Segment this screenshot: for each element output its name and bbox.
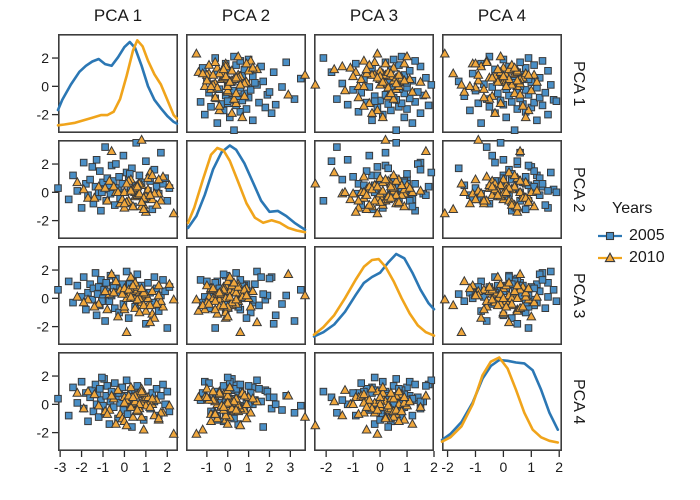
col-title-pca1: PCA 1 [93, 6, 143, 25]
svg-text:1: 1 [142, 459, 150, 475]
svg-text:2: 2 [41, 368, 49, 384]
legend-title: Years [612, 200, 653, 217]
row-label-pca3: PCA 3 [570, 272, 587, 319]
legend-item-label-2005: 2005 [629, 227, 665, 244]
x-axis-ticks: -2 -1 0 1 2 [320, 451, 438, 475]
scatter-panel-pca2-vs-pca4: -1 0 1 2 3 [186, 352, 311, 475]
density-curve-2005 [312, 252, 436, 338]
svg-text:2: 2 [430, 459, 438, 475]
points-2010 [72, 268, 179, 336]
density-panel-pca3 [312, 246, 436, 346]
points-2010 [310, 134, 432, 218]
points-2010 [310, 381, 432, 438]
svg-text:1: 1 [527, 459, 535, 475]
points-2010 [72, 134, 179, 218]
svg-text:-2: -2 [37, 319, 50, 335]
legend-key-square-icon [598, 231, 622, 241]
scatter-panel-pca1-vs-pca2: 2 0 -2 [37, 134, 179, 240]
svg-text:-1: -1 [97, 459, 110, 475]
points-2010 [191, 381, 311, 438]
svg-text:0: 0 [376, 459, 384, 475]
svg-text:2: 2 [41, 50, 49, 66]
svg-text:2: 2 [41, 156, 49, 172]
svg-text:2: 2 [266, 459, 274, 475]
svg-text:1: 1 [403, 459, 411, 475]
points-2010 [191, 268, 311, 336]
density-curve-2010 [440, 356, 560, 444]
svg-text:2: 2 [41, 262, 49, 278]
svg-text:-2: -2 [75, 459, 88, 475]
row-label-pca1: PCA 1 [570, 60, 587, 107]
points-2010 [310, 48, 432, 122]
scatter-panel-pca2-vs-pca3 [186, 246, 311, 346]
legend-key-triangle-icon [598, 252, 622, 263]
points-2010 [439, 268, 543, 336]
svg-text:-2: -2 [37, 425, 50, 441]
svg-text:0: 0 [499, 459, 507, 475]
svg-text:0: 0 [41, 290, 49, 306]
density-panel-pca2 [186, 140, 307, 240]
points-2010 [439, 134, 543, 218]
scatter-panel-pca2-vs-pca1 [186, 34, 311, 135]
scatter-panel-pca3-vs-pca1 [310, 34, 436, 135]
scatter-panel-pca3-vs-pca2 [310, 134, 436, 240]
points-2010 [72, 381, 179, 438]
legend-item-2010: 2010 [597, 247, 665, 269]
density-panel-pca4: -2 -1 0 1 2 [440, 352, 563, 475]
x-axis-ticks: -1 0 1 2 3 [201, 451, 294, 475]
row-label-pca4: PCA 4 [570, 378, 587, 425]
scatter-panel-pca1-vs-pca4: 20-2-3 -2 -1 0 1 2 [37, 352, 179, 475]
col-title-pca4: PCA 4 [477, 6, 527, 25]
svg-text:-1: -1 [201, 459, 214, 475]
density-curve-2010 [186, 146, 307, 234]
svg-text:-2: -2 [37, 107, 50, 123]
x-axis-ticks: -3 -2 -1 0 1 2 [54, 451, 171, 475]
scatter-panel-pca3-vs-pca4: -2 -1 0 1 2 [310, 352, 438, 475]
y-axis-ticks: 2 0 -2 [37, 262, 58, 335]
points-2010 [191, 48, 311, 122]
y-axis-ticks: 2 0 -2 [37, 50, 58, 123]
svg-text:-3: -3 [54, 459, 67, 475]
col-title-pca2: PCA 2 [221, 6, 271, 25]
svg-text:-1: -1 [469, 459, 482, 475]
density-curve-2010 [312, 257, 436, 337]
density-curve-2005 [56, 40, 179, 125]
svg-text:-2: -2 [37, 213, 50, 229]
svg-text:0: 0 [41, 78, 49, 94]
y-axis-ticks: 2 0 -2 [37, 368, 58, 441]
svg-text:2: 2 [555, 459, 563, 475]
y-axis-ticks: 2 0 -2 [37, 156, 58, 229]
x-axis-ticks: -2 -1 0 1 2 [441, 451, 563, 475]
svg-text:2: 2 [163, 459, 171, 475]
svg-text:0: 0 [41, 184, 49, 200]
legend-item-2005: 2005 [597, 225, 665, 247]
svg-text:-1: -1 [347, 459, 360, 475]
svg-text:1: 1 [245, 459, 253, 475]
density-curve-2010 [56, 39, 179, 127]
scatter-panel-pca4-vs-pca1 [439, 34, 563, 135]
scatter-panel-pca4-vs-pca3 [439, 246, 563, 346]
density-panel-pca1: 2 0 -2 [37, 34, 179, 134]
svg-text:-2: -2 [441, 459, 454, 475]
svg-text:3: 3 [286, 459, 294, 475]
density-curve-2005 [440, 358, 560, 442]
svg-text:0: 0 [224, 459, 232, 475]
scatter-panel-pca1-vs-pca3: 2 0 -2 [37, 246, 179, 346]
row-label-pca2: PCA 2 [570, 166, 587, 213]
col-title-pca3: PCA 3 [349, 6, 399, 25]
svg-text:0: 0 [121, 459, 129, 475]
points-2010 [439, 48, 543, 122]
scatter-panel-pca4-vs-pca2 [439, 134, 563, 240]
legend: Years 2005 2010 [597, 200, 665, 269]
legend-item-label-2010: 2010 [629, 249, 665, 266]
density-curve-2005 [186, 144, 307, 231]
svg-text:-2: -2 [320, 459, 333, 475]
svg-text:0: 0 [41, 396, 49, 412]
